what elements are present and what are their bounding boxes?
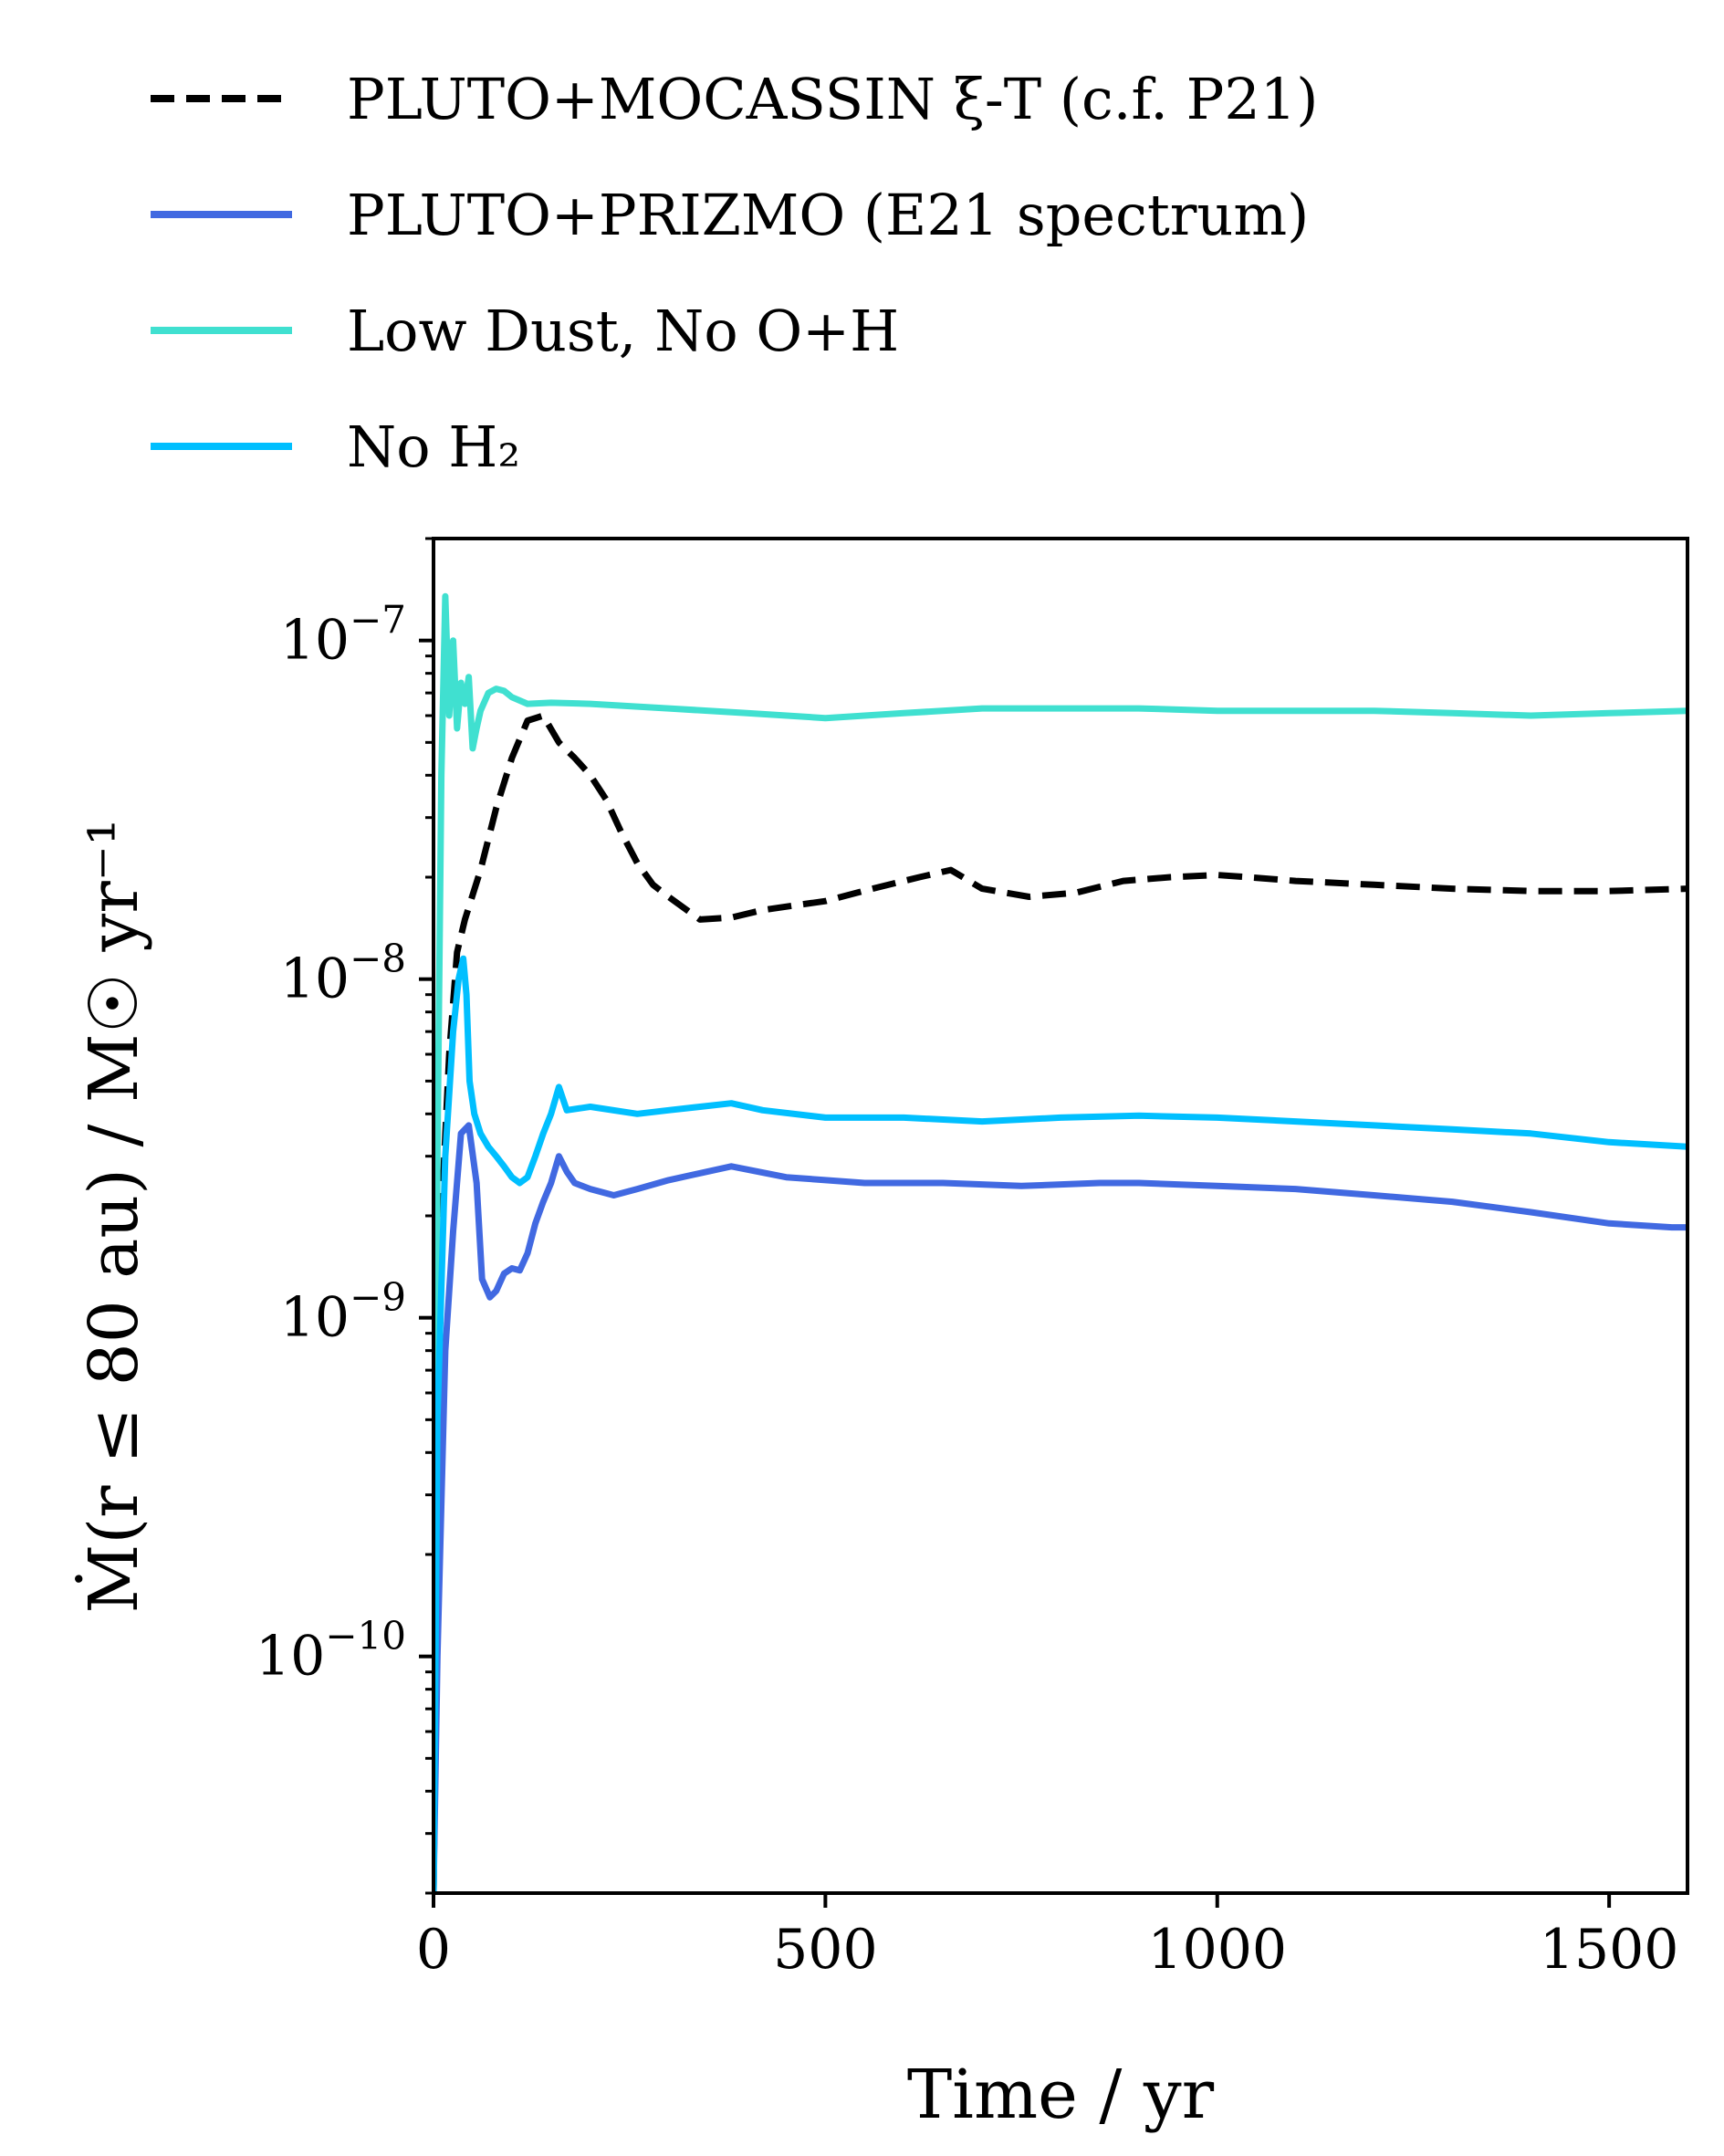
series-layer <box>434 592 1687 1893</box>
legend-label-prizmo: PLUTO+PRIZMO (E21 spectrum) <box>347 182 1309 248</box>
y-tick-label: 10−10 <box>256 1614 406 1689</box>
series-line-3 <box>434 955 1687 1893</box>
y-tick-label: 10−8 <box>280 937 406 1011</box>
legend-item-no-h2: No H₂ <box>151 413 520 480</box>
y-tick-label: 10−9 <box>280 1275 406 1350</box>
legend-label-mocassin: PLUTO+MOCASSIN ξ-T (c.f. P21) <box>347 66 1318 132</box>
y-axis-label: Ṁ(r ≤ 80 au) / M☉ yr⁻¹ <box>74 819 153 1614</box>
x-tick-label: 1500 <box>1540 1918 1679 1982</box>
legend: PLUTO+MOCASSIN ξ-T (c.f. P21) PLUTO+PRIZ… <box>151 66 1318 480</box>
series-line-0 <box>434 712 1687 1893</box>
series-line-2 <box>434 592 1687 1893</box>
x-tick-label: 0 <box>416 1918 451 1982</box>
legend-item-low-dust: Low Dust, No O+H <box>151 298 899 364</box>
legend-label-low-dust: Low Dust, No O+H <box>347 298 899 364</box>
legend-item-prizmo: PLUTO+PRIZMO (E21 spectrum) <box>151 182 1309 248</box>
plot-frame <box>432 537 1689 1895</box>
x-axis-label: Time / yr <box>907 2056 1215 2134</box>
series-line-1 <box>434 1122 1687 1893</box>
axis-ticks: 0 500 1000 1500 10−10 10−9 10−8 10−7 <box>256 537 1679 1982</box>
legend-label-no-h2: No H₂ <box>347 413 520 480</box>
x-tick-label: 500 <box>773 1918 878 1982</box>
legend-item-mocassin: PLUTO+MOCASSIN ξ-T (c.f. P21) <box>151 66 1318 132</box>
y-tick-label: 10−7 <box>280 598 406 673</box>
x-tick-label: 1000 <box>1147 1918 1287 1982</box>
